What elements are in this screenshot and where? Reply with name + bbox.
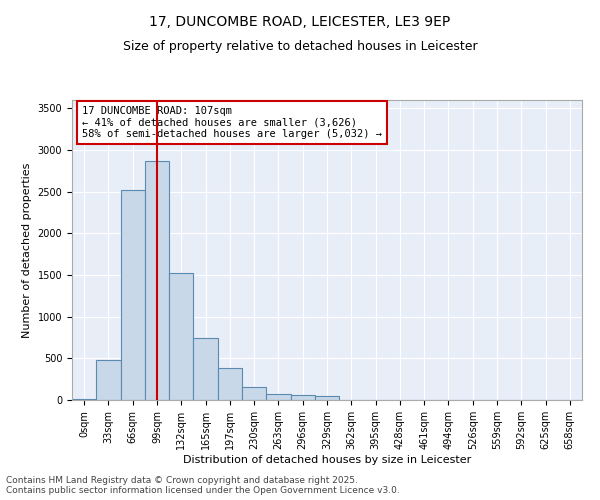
Text: Contains HM Land Registry data © Crown copyright and database right 2025.
Contai: Contains HM Land Registry data © Crown c…	[6, 476, 400, 495]
Bar	[145, 161, 169, 400]
Bar	[315, 396, 339, 400]
X-axis label: Distribution of detached houses by size in Leicester: Distribution of detached houses by size …	[183, 454, 471, 464]
Bar	[169, 272, 193, 400]
Bar	[72, 399, 96, 400]
Bar	[218, 368, 242, 400]
Text: 17 DUNCOMBE ROAD: 107sqm
← 41% of detached houses are smaller (3,626)
58% of sem: 17 DUNCOMBE ROAD: 107sqm ← 41% of detach…	[82, 106, 382, 139]
Text: Size of property relative to detached houses in Leicester: Size of property relative to detached ho…	[122, 40, 478, 53]
Bar	[242, 387, 266, 400]
Text: 17, DUNCOMBE ROAD, LEICESTER, LE3 9EP: 17, DUNCOMBE ROAD, LEICESTER, LE3 9EP	[149, 15, 451, 29]
Bar	[121, 190, 145, 400]
Bar	[96, 360, 121, 400]
Y-axis label: Number of detached properties: Number of detached properties	[22, 162, 32, 338]
Bar	[290, 396, 315, 400]
Bar	[193, 338, 218, 400]
Bar	[266, 394, 290, 400]
